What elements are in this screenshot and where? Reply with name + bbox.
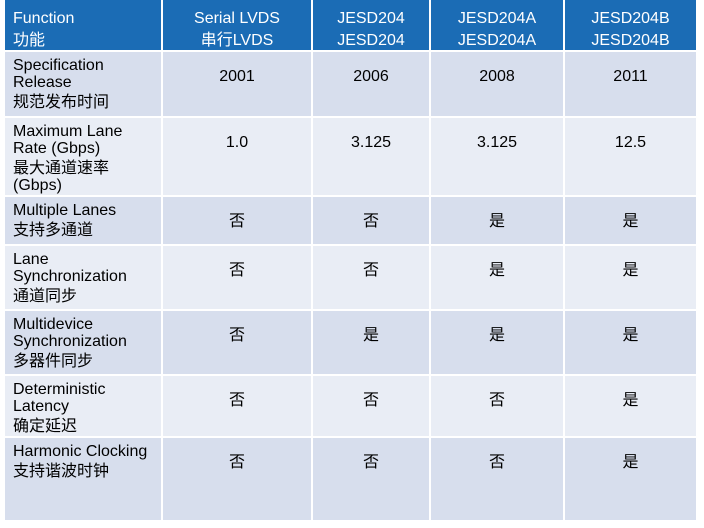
label-zh: 支持多通道 — [13, 222, 94, 239]
header-text: Serial LVDS — [194, 10, 280, 27]
table-cell: 否 — [431, 376, 565, 438]
label-zh: 支持谐波时钟 — [13, 463, 110, 480]
header-cell: Function 功能 — [5, 0, 163, 52]
label-zh: 确定延迟 — [13, 418, 78, 435]
cell-value: 2006 — [353, 68, 389, 85]
row-label: Harmonic Clocking 支持谐波时钟 — [5, 438, 163, 522]
header-text: 串行LVDS — [200, 32, 274, 49]
table-cell: 2001 — [163, 52, 313, 118]
row-label: Specification Release 规范发布时间 — [5, 52, 163, 118]
table-cell: 12.5 — [565, 118, 698, 197]
cell-value: 否 — [488, 392, 505, 409]
label-zh: 通道同步 — [13, 288, 78, 305]
table-cell: 3.125 — [313, 118, 431, 197]
table-cell: 否 — [313, 376, 431, 438]
header-cell: Serial LVDS 串行LVDS — [163, 0, 313, 52]
table-cell: 是 — [431, 197, 565, 246]
cell-value: 是 — [622, 213, 639, 230]
cell-value: 否 — [362, 392, 379, 409]
label-en: Multidevice Synchronization — [13, 316, 127, 350]
table-cell: 否 — [163, 197, 313, 246]
table-cell: 是 — [565, 311, 698, 376]
label-en: Harmonic Clocking — [13, 443, 148, 460]
cell-value: 否 — [228, 262, 245, 279]
table-cell: 2008 — [431, 52, 565, 118]
label-zh: 规范发布时间 — [13, 94, 110, 111]
cell-value: 2011 — [613, 68, 648, 85]
label-en: Deterministic Latency — [13, 381, 106, 415]
cell-value: 否 — [228, 454, 245, 471]
header-text: JESD204 — [337, 32, 405, 49]
table-cell: 是 — [565, 376, 698, 438]
table-cell: 否 — [313, 438, 431, 522]
cell-value: 是 — [488, 262, 505, 279]
row-label: Multidevice Synchronization 多器件同步 — [5, 311, 163, 376]
cell-value: 3.125 — [476, 134, 518, 151]
table-cell: 否 — [431, 438, 565, 522]
label-en: Maximum Lane Rate (Gbps) — [13, 123, 123, 157]
cell-value: 是 — [622, 327, 639, 344]
cell-value: 否 — [228, 392, 245, 409]
row-label: Deterministic Latency 确定延迟 — [5, 376, 163, 438]
header-text: JESD204B — [591, 10, 670, 27]
table-cell: 否 — [163, 438, 313, 522]
cell-value: 2008 — [479, 68, 515, 85]
label-en: Lane Synchronization — [13, 251, 127, 285]
table-cell: 2011 — [565, 52, 698, 118]
cell-value: 3.125 — [350, 134, 392, 151]
cell-value: 12.5 — [614, 134, 647, 151]
cell-value: 是 — [622, 262, 639, 279]
cell-value: 是 — [362, 327, 379, 344]
table-cell: 1.0 — [163, 118, 313, 197]
cell-value: 1.0 — [225, 134, 249, 151]
cell-value: 是 — [488, 327, 505, 344]
row-label: Lane Synchronization 通道同步 — [5, 246, 163, 311]
table-cell: 是 — [565, 246, 698, 311]
cell-value: 否 — [228, 327, 245, 344]
table-cell: 是 — [431, 311, 565, 376]
label-zh: 多器件同步 — [13, 353, 94, 370]
cell-value: 是 — [622, 392, 639, 409]
table-cell: 否 — [313, 246, 431, 311]
table-cell: 是 — [565, 438, 698, 522]
table-cell: 否 — [163, 246, 313, 311]
table-cell: 否 — [163, 376, 313, 438]
table-cell: 是 — [565, 197, 698, 246]
cell-value: 否 — [362, 454, 379, 471]
table-cell: 是 — [313, 311, 431, 376]
header-text: 功能 — [13, 32, 46, 49]
label-en: Specification Release — [13, 57, 104, 91]
header-text: JESD204 — [337, 10, 405, 27]
header-text: JESD204A — [457, 10, 537, 27]
header-text: Function — [13, 10, 75, 27]
table-cell: 2006 — [313, 52, 431, 118]
header-cell: JESD204A JESD204A — [431, 0, 565, 52]
table-cell: 否 — [313, 197, 431, 246]
table-cell: 是 — [431, 246, 565, 311]
cell-value: 否 — [488, 454, 505, 471]
table-cell: 否 — [163, 311, 313, 376]
cell-value: 否 — [228, 213, 245, 230]
table-cell: 3.125 — [431, 118, 565, 197]
header-cell: JESD204B JESD204B — [565, 0, 698, 52]
cell-value: 否 — [362, 262, 379, 279]
cell-value: 2001 — [219, 68, 255, 85]
header-text: JESD204B — [591, 32, 670, 49]
label-en: Multiple Lanes — [13, 202, 117, 219]
row-label: Maximum Lane Rate (Gbps) 最大通道速率 (Gbps) — [5, 118, 163, 197]
header-cell: JESD204 JESD204 — [313, 0, 431, 52]
cell-value: 是 — [488, 213, 505, 230]
row-label: Multiple Lanes 支持多通道 — [5, 197, 163, 246]
cell-value: 是 — [622, 454, 639, 471]
label-zh: 最大通道速率 (Gbps) — [13, 160, 110, 194]
cell-value: 否 — [362, 213, 379, 230]
header-text: JESD204A — [457, 32, 537, 49]
